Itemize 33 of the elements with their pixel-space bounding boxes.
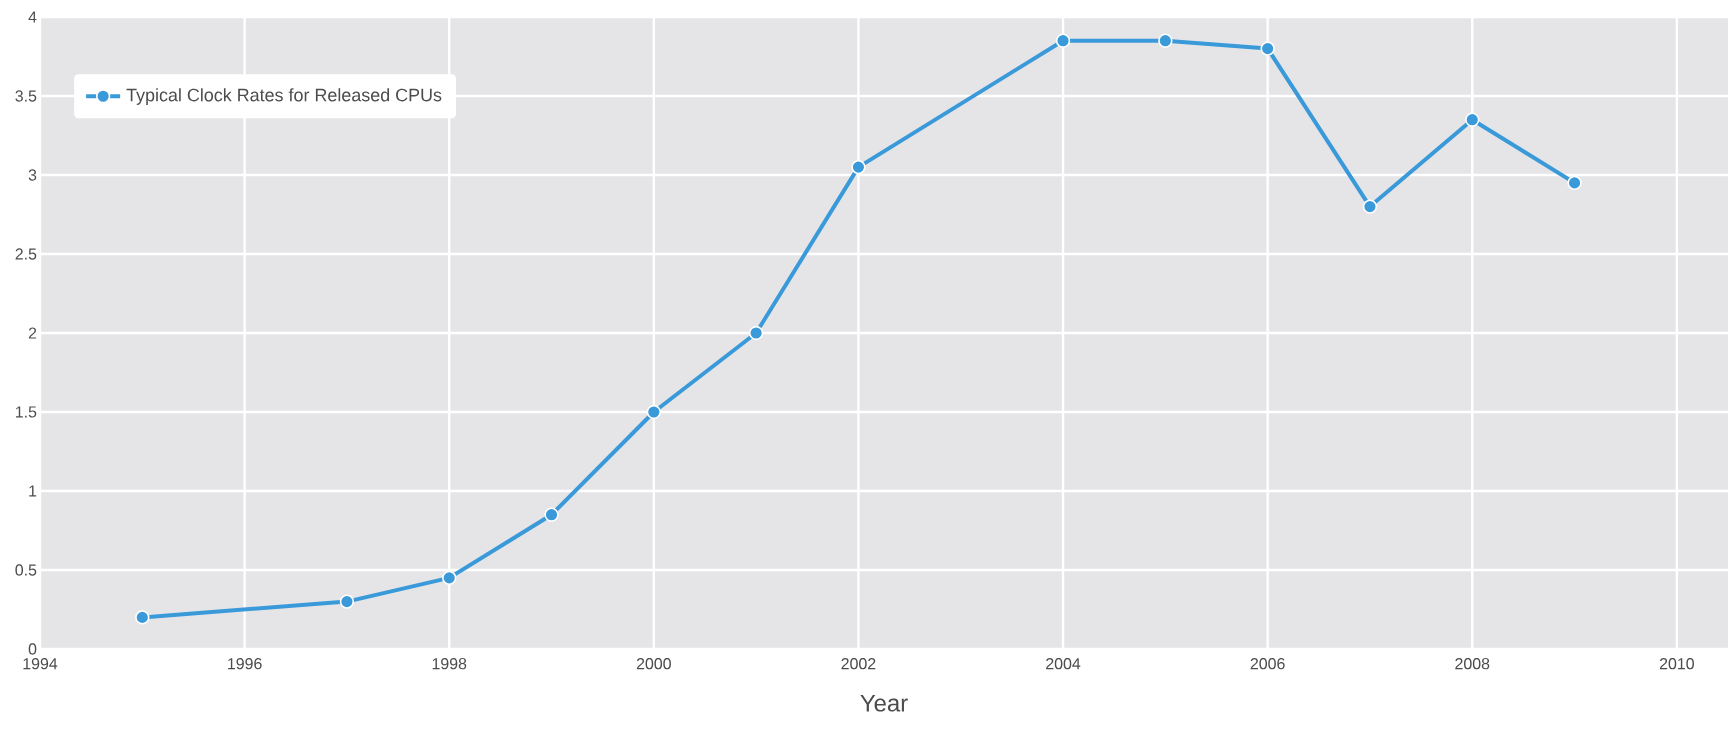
x-tick-label: 1994 [23,658,58,670]
y-tick-label: 1.5 [16,406,37,418]
x-tick-label: 2002 [841,658,876,670]
x-tick-label: 2004 [1046,658,1081,670]
x-tick-label: 1998 [432,658,467,670]
y-tick-label: 2.5 [15,248,37,260]
point [544,507,559,522]
x-tick-label: 2008 [1455,658,1490,670]
x-tick-label: 2006 [1250,658,1285,670]
y-tick-label: 2 [28,327,37,339]
point [1465,112,1480,127]
y-tick-label: 3.5 [15,90,37,102]
point [135,610,150,625]
y-tick-label: 0.5 [15,564,37,576]
x-tick-label: 2000 [636,658,671,670]
y-tick-label: 0 [28,643,37,655]
point [442,570,457,586]
y-tick-label: 1 [29,485,37,497]
point [339,594,355,609]
point [1055,33,1071,48]
x-tick-label: 2010 [1659,658,1694,670]
point [1362,199,1378,214]
y-tick-label: 4 [28,11,37,23]
point [646,404,661,420]
x-axis-title: Year [860,694,908,712]
legend-label: Typical Clock Rates for Released CPUs [126,88,442,105]
y-tick-label: 3 [28,169,37,181]
x-tick-label: 1996 [228,658,262,670]
point [1260,41,1275,56]
point [851,159,866,175]
point [1158,33,1173,48]
point [748,325,764,341]
point [1567,175,1582,191]
